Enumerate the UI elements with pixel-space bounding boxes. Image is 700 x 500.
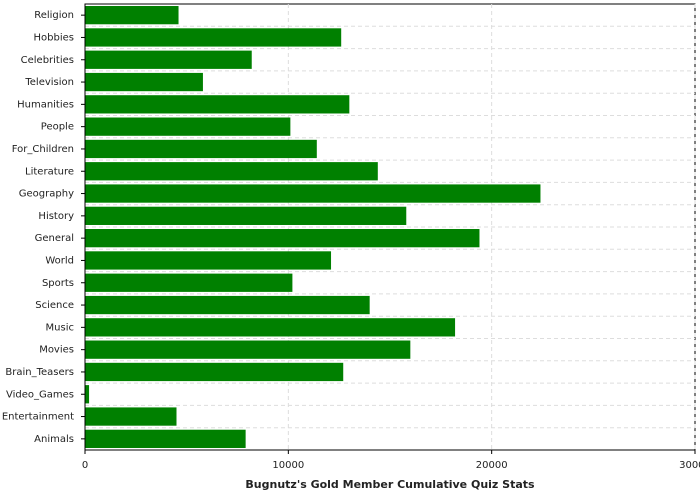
x-tick-label: 0	[82, 460, 88, 471]
bar	[85, 251, 332, 270]
y-tick-label: History	[38, 211, 74, 222]
y-tick-label: Religion	[34, 10, 74, 21]
bar	[85, 72, 203, 92]
x-axis-title: Bugnutz's Gold Member Cumulative Quiz St…	[245, 478, 535, 491]
y-tick-label: Animals	[34, 434, 74, 445]
y-tick-label: World	[45, 255, 74, 266]
y-tick-label: Entertainment	[2, 412, 74, 423]
bar	[85, 318, 456, 337]
y-tick-label: Hobbies	[34, 32, 74, 43]
x-tick-label: 20000	[476, 460, 508, 471]
bar	[85, 139, 317, 159]
bar	[85, 407, 177, 426]
bar	[85, 95, 350, 114]
x-tick-label: 30000	[679, 460, 700, 471]
bar	[85, 184, 541, 203]
y-tick-label: Television	[24, 77, 74, 88]
bar	[85, 206, 407, 225]
y-tick-label: General	[35, 233, 74, 244]
x-tick-label: 10000	[272, 460, 304, 471]
y-tick-label: Humanities	[17, 99, 74, 110]
y-tick-label: Science	[35, 300, 74, 311]
bar	[85, 117, 291, 136]
y-tick-label: Sports	[42, 278, 74, 289]
bar	[85, 295, 370, 315]
y-tick-label: For_Children	[12, 144, 74, 155]
bar	[85, 162, 378, 181]
bar	[85, 340, 411, 359]
y-tick-label: Video_Games	[6, 389, 74, 400]
y-tick-label: People	[41, 122, 74, 133]
y-tick-label: Geography	[19, 189, 74, 200]
bar	[85, 429, 246, 448]
y-tick-label: Music	[46, 322, 74, 333]
y-tick-label: Brain_Teasers	[5, 367, 74, 378]
y-tick-label: Movies	[39, 345, 74, 356]
y-tick-label: Literature	[25, 166, 74, 177]
bar	[85, 28, 342, 47]
bar	[85, 229, 480, 248]
bar	[85, 362, 344, 382]
y-tick-label: Celebrities	[21, 55, 74, 66]
bar	[85, 273, 293, 292]
bar	[85, 6, 179, 25]
bar	[85, 385, 90, 404]
bar	[85, 50, 252, 69]
